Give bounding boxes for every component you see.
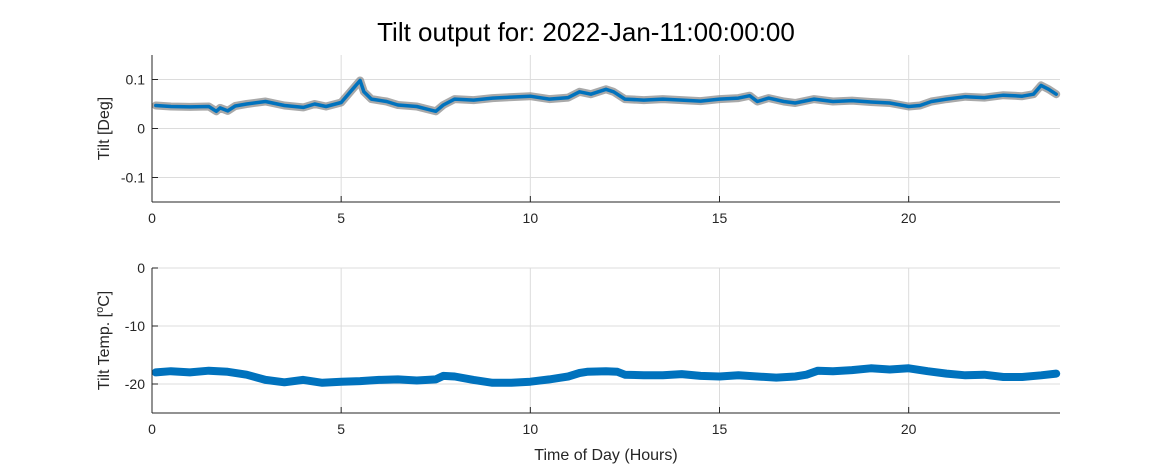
tilt-x-tick-label-3: 15	[712, 210, 728, 226]
temp-series-line-0	[151, 364, 1061, 387]
temp-y-tick-label-0: -20	[125, 376, 145, 392]
tilt-x-tick-label-2: 10	[523, 210, 539, 226]
tilt-panel: 0 5 10 15 20 -0.1 0 0.1 Tilt [Deg]	[96, 55, 1061, 226]
tilt-y-tick-label-0: -0.1	[121, 170, 145, 186]
tilt-y-tick-label-1: 0	[137, 121, 145, 137]
temp-x-tick-label-1: 5	[337, 421, 345, 437]
tilt-x-tick-label-1: 5	[337, 210, 345, 226]
temp-y-tick-label-1: -10	[125, 318, 145, 334]
temp-x-tick-label-3: 15	[712, 421, 728, 437]
tilt-y-axis-label: Tilt [Deg]	[96, 97, 113, 160]
tilt-y-tick-label-2: 0.1	[126, 72, 146, 88]
temperature-panel: 0 5 10 15 20 -20 -10 0 Tilt Temp. [oC] Time of Da…	[94, 260, 1061, 464]
temp-x-tick-label-0: 0	[148, 421, 156, 437]
tilt-x-tick-label-0: 0	[148, 210, 156, 226]
chart-title: Tilt output for: 2022-Jan-11:00:00:00	[377, 17, 795, 47]
temp-y-axis-label: Tilt Temp. [oC]	[94, 291, 113, 390]
tilt-x-tick-label-4: 20	[901, 210, 917, 226]
temp-y-tick-label-2: 0	[137, 260, 145, 276]
temp-x-tick-label-4: 20	[901, 421, 917, 437]
tilt-series-line-0	[154, 78, 1058, 114]
temp-x-tick-label-2: 10	[523, 421, 539, 437]
temp-x-axis-label: Time of Day (Hours)	[534, 447, 677, 464]
